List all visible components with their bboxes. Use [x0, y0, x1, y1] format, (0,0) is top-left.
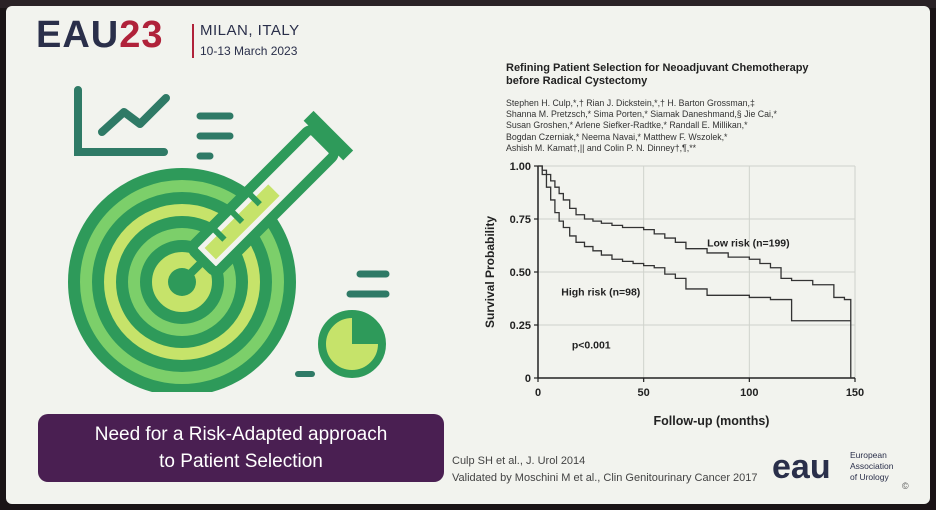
- author-line: Shanna M. Pretzsch,* Sima Porten,* Siama…: [506, 109, 777, 120]
- paper-title-line: Refining Patient Selection for Neoadjuva…: [506, 62, 809, 74]
- syringe-target-icon: [68, 86, 390, 392]
- y-axis-label: Survival Probability: [483, 216, 497, 328]
- congress-dates: 10-13 March 2023: [200, 44, 298, 58]
- eau-mark-text: eau: [772, 448, 831, 486]
- y-tick-label: 1.00: [510, 161, 531, 173]
- logo-number: 23: [119, 14, 164, 56]
- author-line: Ashish M. Kamat†,|| and Colin P. N. Dinn…: [506, 142, 697, 153]
- paper-title: Refining Patient Selection for Neoadjuva…: [506, 62, 836, 88]
- association-name: European Association of Urology: [850, 450, 893, 483]
- x-tick-label: 100: [740, 387, 758, 399]
- eau-association-logo: eau: [772, 448, 831, 486]
- logo-text: EAU: [36, 14, 120, 56]
- key-message-banner: Need for a Risk-Adapted approach to Pati…: [38, 414, 444, 482]
- banner-line: to Patient Selection: [159, 451, 323, 472]
- author-line: Stephen H. Culp,*,† Rian J. Dickstein,*,…: [506, 98, 755, 108]
- x-tick-label: 0: [535, 387, 541, 399]
- assoc-line: of Urology: [850, 472, 889, 482]
- assoc-line: Association: [850, 461, 894, 471]
- p-value-annotation: p<0.001: [572, 339, 611, 351]
- projection-edge: [0, 0, 936, 8]
- x-tick-label: 150: [846, 387, 864, 399]
- x-axis-label: Follow-up (months): [654, 414, 770, 428]
- x-tick-label: 50: [638, 387, 650, 399]
- paper-title-line: before Radical Cystectomy: [506, 75, 648, 87]
- reference-validation: Validated by Moschini M et al., Clin Gen…: [452, 472, 758, 484]
- congress-city: MILAN, ITALY: [200, 22, 300, 39]
- eau23-logo: EAU23: [36, 14, 164, 57]
- y-tick-label: 0.75: [510, 214, 531, 226]
- y-tick-label: 0.50: [510, 267, 531, 279]
- paper-authors: Stephen H. Culp,*,† Rian J. Dickstein,*,…: [506, 98, 836, 154]
- series-line-1: [538, 165, 851, 322]
- growth-chart-icon: [74, 86, 234, 160]
- banner-line: Need for a Risk-Adapted approach: [94, 424, 388, 445]
- assoc-line: European: [850, 450, 887, 460]
- author-line: Susan Groshen,* Arlene Siefker-Radtke,* …: [506, 120, 748, 131]
- y-tick-label: 0: [525, 373, 531, 385]
- copyright: ©: [902, 481, 909, 491]
- series-label-high-risk: High risk (n=98): [561, 286, 640, 298]
- author-line: Bogdan Czerniak,* Neema Navai,* Matthew …: [506, 131, 728, 142]
- pie-chart-icon: [295, 310, 386, 378]
- series-label-low-risk: Low risk (n=199): [707, 238, 790, 250]
- reference-primary: Culp SH et al., J. Urol 2014: [452, 455, 586, 467]
- survival-chart: 0 0.25 0.50 0.75 1.00 0 50 100 150 Follow-up (mon…: [483, 161, 864, 428]
- series-line-0: [538, 165, 852, 378]
- logo-divider: [192, 24, 194, 58]
- y-tick-label: 0.25: [510, 320, 531, 332]
- syringe-icon: [182, 110, 354, 282]
